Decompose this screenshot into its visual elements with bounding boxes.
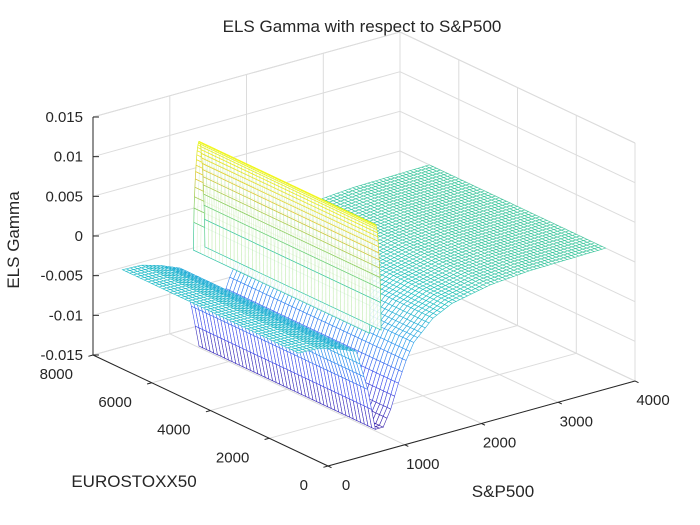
ridge-mesh-line [336, 208, 349, 318]
z-grid-line-side [399, 110, 636, 223]
y-tick-mark [323, 465, 329, 468]
surface-cell [294, 349, 304, 354]
x-tick-mark [558, 401, 563, 405]
ridge-mesh-line [226, 156, 239, 266]
ridge-mesh-line [200, 144, 213, 254]
ridge-mesh-line [347, 213, 360, 323]
ridge-mesh-line [292, 187, 305, 297]
ridge-mesh-line [204, 146, 217, 256]
ridge-mesh-line [215, 151, 228, 261]
ridge-mesh-line [310, 196, 323, 306]
ridge-mesh-line [358, 219, 371, 329]
y-tick-mark [88, 354, 94, 357]
z-grid-line-back [92, 71, 401, 158]
ridge-mesh-line [273, 179, 286, 289]
ridge-mesh-line [196, 142, 209, 252]
ridge-mesh-line [303, 193, 316, 303]
y-tick-label: 0 [300, 477, 308, 494]
ridge-mesh-line [362, 220, 374, 330]
ridge-mesh-line [259, 172, 272, 282]
y-tick-mark [264, 437, 270, 440]
ridge-mesh-line [332, 207, 345, 317]
x-tick-mark [327, 465, 332, 469]
x-tick-label: 3000 [560, 413, 593, 430]
ridge-mesh-line [248, 167, 261, 277]
y-axis-label: EUROSTOXX50 [71, 472, 196, 491]
ridge-mesh-line [207, 148, 220, 258]
z-grid-line-side [399, 71, 636, 184]
box-edge [92, 31, 401, 118]
ridge-mesh-line [277, 180, 290, 290]
ridge-mesh-line [325, 203, 338, 313]
ridge-mesh-line [244, 165, 257, 275]
z-axis-label: ELS Gamma [4, 191, 23, 289]
y-tick-mark [146, 382, 152, 385]
ridge-mesh-line [285, 184, 297, 294]
ridge-mesh-line [193, 141, 206, 251]
z-tick-label: 0.015 [45, 109, 83, 126]
box-edge [399, 31, 636, 144]
ridge-mesh-line [354, 217, 367, 327]
ridge-mesh-line [240, 163, 253, 273]
ridge-mesh-line [307, 194, 319, 304]
ridge-mesh-line [218, 153, 231, 263]
y-tick-label: 2000 [216, 449, 249, 466]
z-tick-label: -0.01 [49, 307, 83, 324]
z-tick-label: 0 [75, 228, 83, 245]
x-tick-label: 1000 [406, 456, 439, 473]
x-axis-label: S&P500 [472, 482, 534, 501]
ridge-mesh-line [329, 205, 341, 315]
ridge-mesh-line [351, 215, 363, 325]
ridge-mesh-line [340, 210, 352, 320]
ridge-mesh-line [233, 160, 246, 270]
ridge-mesh-line [211, 149, 224, 259]
x-tick-label: 4000 [636, 392, 669, 409]
ridge-mesh-line [314, 198, 327, 308]
ridge-mesh-line [296, 189, 308, 299]
x-tick-mark [404, 444, 409, 447]
y-tick-label: 4000 [157, 422, 190, 439]
ridge-mesh-line [318, 200, 330, 310]
ridge-mesh-line [262, 174, 275, 284]
ridge-mesh-line [270, 177, 283, 287]
ridge-mesh-line [299, 191, 312, 301]
ridge-mesh-line [369, 224, 382, 334]
x-tick-mark [634, 380, 639, 384]
ridge-mesh-line [222, 154, 235, 264]
y-tick-mark [205, 410, 211, 413]
x-tick-mark [481, 423, 486, 426]
surface-plot [121, 140, 607, 430]
ridge-mesh-line [343, 212, 356, 322]
ridge-mesh-line [321, 201, 334, 311]
ridge-mesh-line [237, 161, 250, 271]
chart-title: ELS Gamma with respect to S&P500 [223, 17, 502, 36]
z-tick-label: 0.01 [54, 149, 83, 166]
z-tick-label: 0.005 [45, 188, 83, 205]
z-grid-line-back [92, 110, 401, 197]
ridge-mesh-line [365, 222, 378, 332]
ridge-mesh-line [288, 186, 301, 296]
axes-layer [88, 116, 639, 469]
y-grid-line-floor [269, 352, 577, 439]
y-tick-label: 6000 [98, 394, 131, 411]
z-tick-label: -0.005 [40, 268, 83, 285]
ridge-mesh-line [229, 158, 242, 268]
y-tick-label: 8000 [40, 366, 73, 383]
ridge-mesh-line [255, 170, 268, 280]
ridge-mesh-line [266, 175, 279, 285]
ridge-mesh-line [251, 168, 264, 278]
z-tick-label: -0.015 [40, 347, 83, 364]
x-tick-label: 2000 [483, 435, 516, 452]
x-tick-label: 0 [342, 477, 350, 494]
tick-labels: 0 1000 2000 3000 4000 0 2000 4000 6000 8000 -0.015… [40, 109, 670, 494]
ridge-mesh-line [281, 182, 294, 292]
